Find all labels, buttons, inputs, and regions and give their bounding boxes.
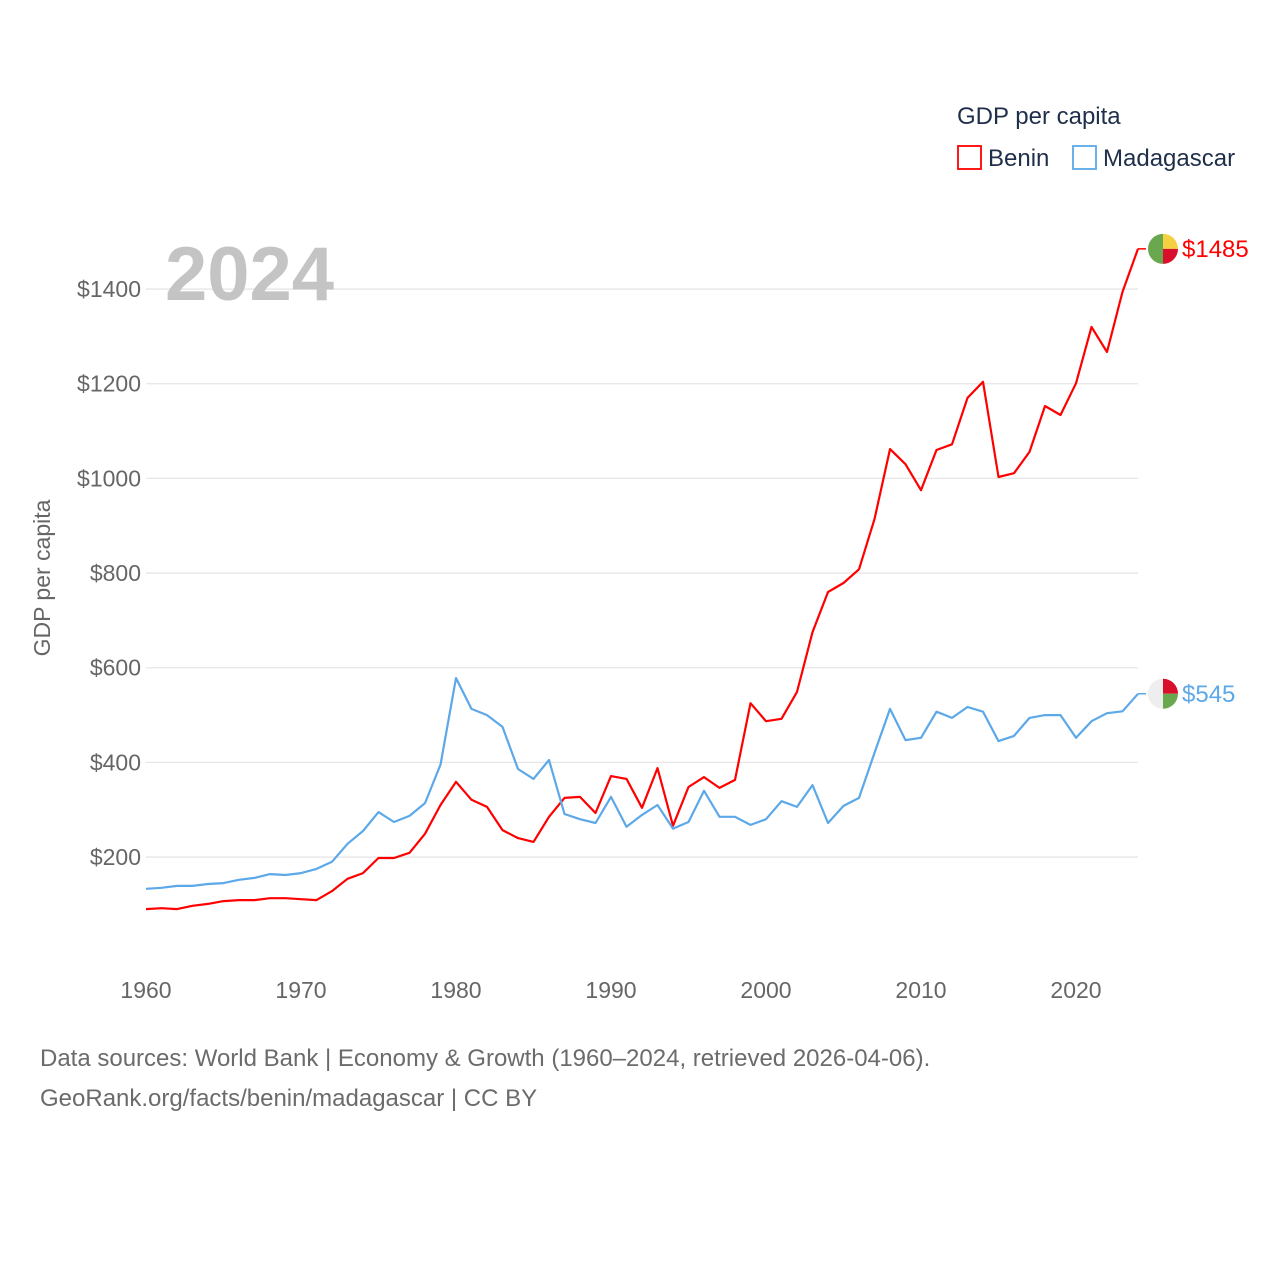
legend-swatch-madagascar <box>1072 145 1097 170</box>
y-tick-label: $1200 <box>77 371 141 397</box>
end-value-label: $545 <box>1182 681 1235 708</box>
y-axis-label: GDP per capita <box>29 499 55 656</box>
y-tick-label: $800 <box>90 560 141 586</box>
flag-icon-madagascar <box>1148 678 1178 709</box>
year-watermark: 2024 <box>165 232 334 317</box>
x-tick-label: 1980 <box>430 977 481 1003</box>
y-tick-label: $1000 <box>77 465 141 491</box>
legend-title: GDP per capita <box>957 103 1121 130</box>
x-tick-label: 2000 <box>740 977 791 1003</box>
y-tick-label: $600 <box>90 655 141 681</box>
flag-segment <box>1148 678 1163 709</box>
flag-segment <box>1163 233 1178 249</box>
footer-attribution[interactable]: GeoRank.org/facts/benin/madagascar | CC … <box>40 1085 538 1112</box>
flag-segment <box>1163 678 1178 694</box>
series-line-madagascar <box>145 676 1139 890</box>
flag-segment <box>1163 693 1178 709</box>
end-value-label: $1485 <box>1182 236 1249 263</box>
legend-label-madagascar: Madagascar <box>1103 145 1235 172</box>
flag-segment <box>1163 248 1178 264</box>
flag-segment <box>1148 233 1163 264</box>
series-line-benin <box>145 248 1140 911</box>
flag-icon-benin <box>1148 233 1178 264</box>
x-tick-label: 2020 <box>1050 977 1101 1003</box>
x-tick-label: 1960 <box>120 977 171 1003</box>
legend-swatch-benin <box>957 145 982 170</box>
x-tick-label: 1970 <box>275 977 326 1003</box>
y-tick-label: $400 <box>90 749 141 775</box>
footer-sources: Data sources: World Bank | Economy & Gro… <box>40 1045 931 1072</box>
y-tick-label: $200 <box>90 844 141 870</box>
x-tick-label: 2010 <box>895 977 946 1003</box>
y-tick-label: $1400 <box>77 276 141 302</box>
x-tick-label: 1990 <box>585 977 636 1003</box>
legend-label-benin: Benin <box>988 145 1049 172</box>
